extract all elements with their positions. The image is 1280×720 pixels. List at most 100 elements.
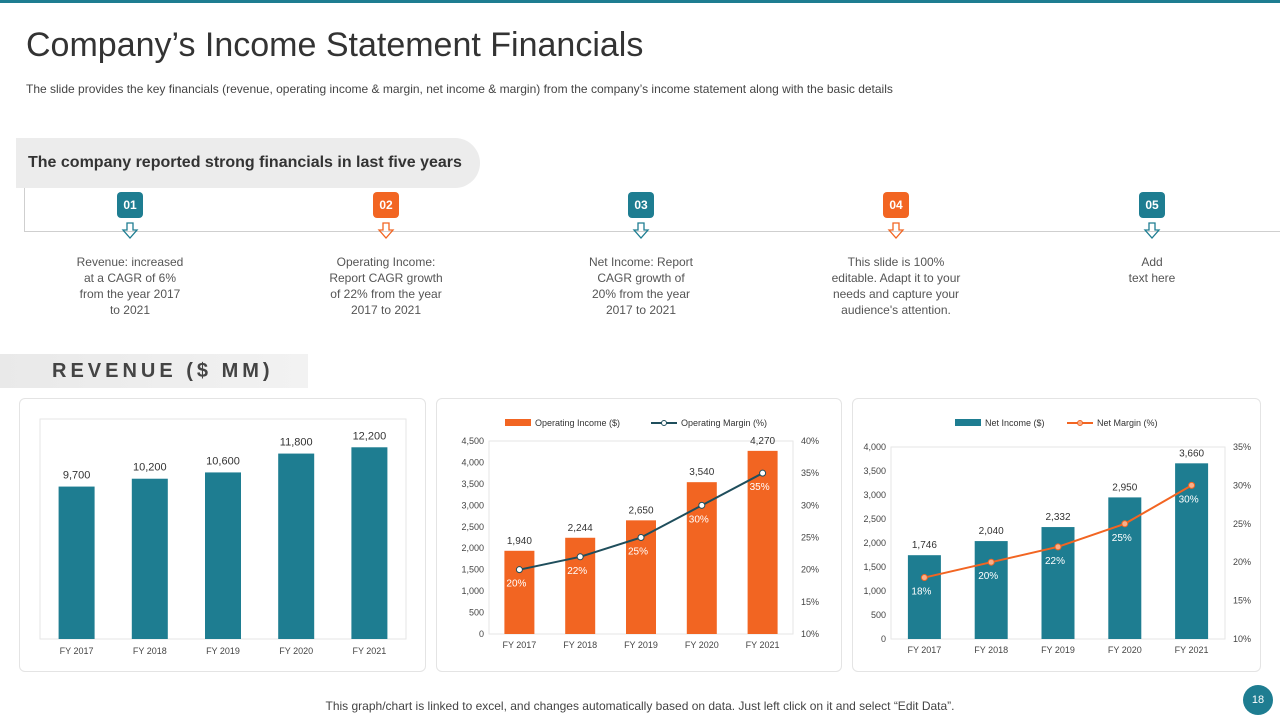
step-description: Add text here — [1128, 255, 1176, 285]
revenue-chart: 9,700 FY 2017 10,200 FY 2018 10,600 FY 2019 11… — [39, 418, 407, 656]
operating-income-chart-panel: Operating Income ($) Operating Margin (%)… — [436, 398, 842, 672]
margin-point — [987, 558, 995, 566]
footer-note: This graph/chart is linked to excel, and… — [325, 699, 955, 713]
callout-banner: The company reported strong financials i… — [16, 138, 480, 188]
y-tick-label: 3,000 — [461, 500, 484, 510]
x-tick-label: FY 2021 — [1175, 645, 1209, 655]
legend-label: Operating Margin (%) — [681, 418, 767, 428]
net-income-bar — [974, 541, 1008, 639]
y-tick-label: 1,000 — [461, 586, 484, 596]
down-arrow-icon — [887, 222, 905, 239]
y-tick-label: 500 — [469, 608, 484, 618]
x-tick-label: FY 2018 — [563, 640, 597, 650]
x-tick-label: FY 2020 — [1108, 645, 1142, 655]
margin-point — [920, 574, 928, 582]
step-01: 01 Revenue: increased at a CAGR of 6% from… — [50, 192, 210, 318]
page-number-badge: 18 — [1243, 685, 1273, 715]
y-tick-label: 4,000 — [863, 442, 886, 452]
data-label: 12,200 — [353, 430, 387, 442]
y2-tick-label: 35% — [801, 468, 819, 478]
operating-income-bar — [504, 550, 535, 634]
margin-point — [698, 501, 706, 509]
y2-tick-label: 10% — [801, 629, 819, 639]
margin-label: 25% — [1112, 533, 1132, 544]
y-tick-label: 4,000 — [461, 457, 484, 467]
operating-income-bar — [565, 537, 596, 634]
down-arrow-icon — [121, 222, 139, 239]
y2-tick-label: 15% — [1233, 596, 1251, 606]
step-02: 02 Operating Income: Report CAGR growth of… — [306, 192, 466, 318]
margin-point — [576, 553, 584, 561]
y2-tick-label: 10% — [1233, 634, 1251, 644]
data-label: 1,746 — [912, 540, 937, 551]
y-tick-label: 2,000 — [461, 543, 484, 553]
data-label: 10,200 — [133, 462, 167, 474]
x-tick-label: FY 2017 — [60, 646, 94, 656]
x-tick-label: FY 2019 — [624, 640, 658, 650]
data-label: 2,244 — [568, 523, 593, 534]
net-income-bar — [1108, 497, 1142, 639]
margin-label: 20% — [978, 571, 998, 582]
margin-label: 22% — [567, 566, 587, 577]
margin-point — [1054, 543, 1062, 551]
step-badge: 05 — [1139, 192, 1165, 218]
operating-income-chart: Operating Income ($) Operating Margin (%)… — [461, 418, 819, 650]
net-income-chart: Net Income ($) Net Margin (%) 0 500 1,000 1,5… — [863, 418, 1251, 655]
data-label: 10,600 — [206, 455, 240, 467]
data-label: 1,940 — [507, 536, 532, 547]
y-tick-label: 2,000 — [863, 538, 886, 548]
step-badge: 04 — [883, 192, 909, 218]
page-title: Company’s Income Statement Financials — [26, 26, 644, 64]
legend-marker — [1077, 420, 1083, 426]
y2-tick-label: 40% — [801, 436, 819, 446]
data-label: 3,540 — [689, 467, 714, 478]
margin-label: 22% — [1045, 556, 1065, 567]
revenue-bar — [58, 486, 95, 639]
step-05: 05 Add text here — [1072, 192, 1232, 286]
step-badge: 02 — [373, 192, 399, 218]
y2-tick-label: 30% — [1233, 480, 1251, 490]
x-tick-label: FY 2017 — [907, 645, 941, 655]
legend-swatch-bar — [955, 419, 981, 426]
step-description: Net Income: Report CAGR growth of 20% from… — [588, 255, 694, 317]
x-tick-label: FY 2020 — [279, 646, 313, 656]
revenue-section-text: REVENUE ($ MM) — [52, 360, 274, 382]
data-label: 2,950 — [1112, 482, 1137, 493]
revenue-bar — [278, 453, 315, 639]
step-badge: 03 — [628, 192, 654, 218]
revenue-bar — [131, 478, 168, 639]
step-04: 04 This slide is 100% editable. Adapt it … — [816, 192, 976, 318]
data-label: 9,700 — [63, 470, 91, 482]
y-tick-label: 1,500 — [863, 562, 886, 572]
legend-marker — [661, 420, 667, 426]
page-subtitle: The slide provides the key financials (r… — [26, 82, 893, 96]
y-tick-label: 3,500 — [863, 466, 886, 476]
x-tick-label: FY 2019 — [1041, 645, 1075, 655]
y-tick-label: 4,500 — [461, 436, 484, 446]
y-tick-label: 1,500 — [461, 565, 484, 575]
margin-point — [759, 469, 767, 477]
down-arrow-icon — [632, 222, 650, 239]
y-tick-label: 3,500 — [461, 479, 484, 489]
margin-label: 30% — [689, 514, 709, 525]
data-label: 2,332 — [1045, 512, 1070, 523]
revenue-section-label: REVENUE ($ MM) — [0, 354, 308, 388]
y2-tick-label: 35% — [1233, 442, 1251, 452]
x-tick-label: FY 2019 — [206, 646, 240, 656]
revenue-bar — [351, 447, 388, 639]
net-income-bar — [907, 555, 941, 639]
step-03: 03 Net Income: Report CAGR growth of 20% f… — [561, 192, 721, 318]
x-tick-label: FY 2018 — [133, 646, 167, 656]
margin-point — [1121, 520, 1129, 528]
x-tick-label: FY 2018 — [974, 645, 1008, 655]
y-tick-label: 1,000 — [863, 586, 886, 596]
legend-swatch-bar — [505, 419, 531, 426]
step-description: Operating Income: Report CAGR growth of 22… — [329, 255, 443, 317]
y-tick-label: 2,500 — [461, 522, 484, 532]
y2-tick-label: 30% — [801, 500, 819, 510]
down-arrow-icon — [1143, 222, 1161, 239]
timeline-line — [24, 231, 1280, 232]
revenue-chart-panel: 9,700 FY 2017 10,200 FY 2018 10,600 FY 2019 11… — [19, 398, 426, 672]
y-tick-label: 2,500 — [863, 514, 886, 524]
callout-text: The company reported strong financials i… — [28, 154, 462, 171]
